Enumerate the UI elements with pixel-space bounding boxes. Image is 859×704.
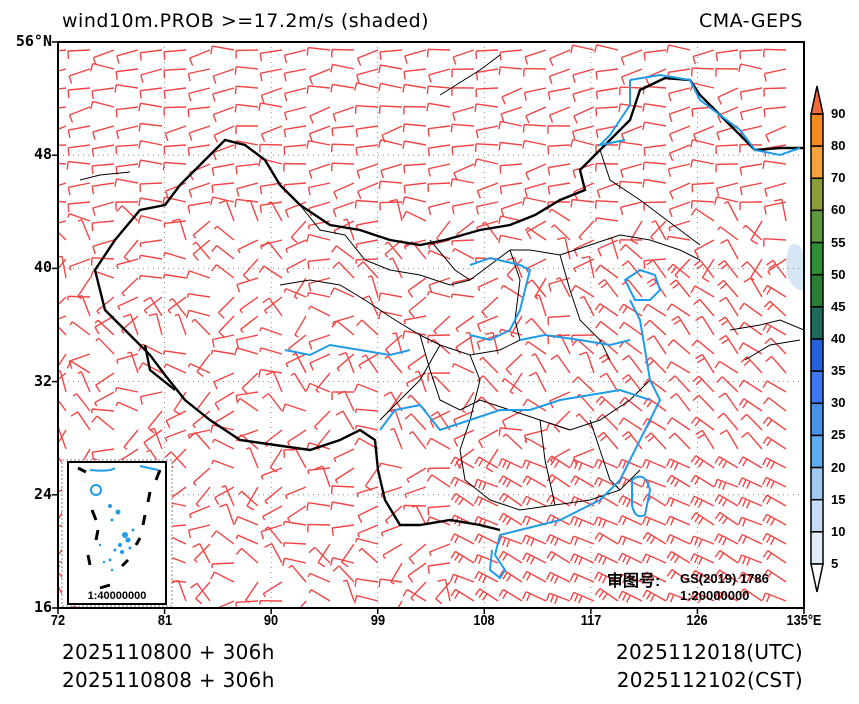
map-approval-label: 审图号:: [607, 567, 660, 591]
colorbar-tick-label: 80: [831, 138, 845, 153]
colorbar-tick-label: 90: [831, 106, 845, 121]
x-tick-label: 90: [250, 612, 293, 629]
x-tick-label: 99: [356, 612, 399, 629]
colorbar-tick-label: 20: [831, 460, 845, 475]
map-approval-number: GS(2019) 1786: [680, 571, 769, 586]
colorbar-tick-label: 40: [831, 331, 845, 346]
x-tick-label: 126: [676, 612, 719, 629]
south-china-sea-inset: [62, 460, 172, 606]
init-time-cst: 2025110808 + 306h: [62, 668, 275, 692]
x-tick-label: 72: [37, 612, 80, 629]
colorbar: [811, 86, 823, 592]
colorbar-tick-label: 5: [831, 556, 838, 571]
valid-time-cst: 2025112102(CST): [617, 668, 803, 692]
colorbar-tick-label: 10: [831, 524, 845, 539]
x-tick-label: 135°E: [783, 612, 826, 629]
x-tick-label: 108: [463, 612, 506, 629]
colorbar-tick-label: 35: [831, 363, 845, 378]
x-tick-label: 117: [570, 612, 613, 629]
colorbar-tick-label: 30: [831, 395, 845, 410]
colorbar-tick-label: 60: [831, 202, 845, 217]
colorbar-tick-label: 45: [831, 299, 845, 314]
init-time-utc: 2025110800 + 306h: [62, 640, 275, 664]
inset-scale: 1:40000000: [88, 590, 147, 602]
probability-shade: [786, 244, 804, 290]
province-borders: [80, 55, 804, 510]
colorbar-tick-label: 70: [831, 170, 845, 185]
main-scale: 1:20000000: [680, 588, 749, 603]
y-tick-label: 32: [0, 372, 52, 390]
rivers-coastline: [285, 75, 800, 578]
y-tick-label: 40: [0, 258, 52, 276]
colorbar-tick-label: 15: [831, 492, 845, 507]
y-tick-label: 24: [0, 485, 52, 503]
colorbar-tick-label: 50: [831, 267, 845, 282]
y-tick-label: 56°N: [0, 32, 52, 50]
colorbar-tick-label: 55: [831, 235, 845, 250]
x-tick-label: 81: [143, 612, 186, 629]
y-tick-label: 48: [0, 145, 52, 163]
valid-time-utc: 2025112018(UTC): [616, 640, 803, 664]
colorbar-tick-label: 25: [831, 427, 845, 442]
